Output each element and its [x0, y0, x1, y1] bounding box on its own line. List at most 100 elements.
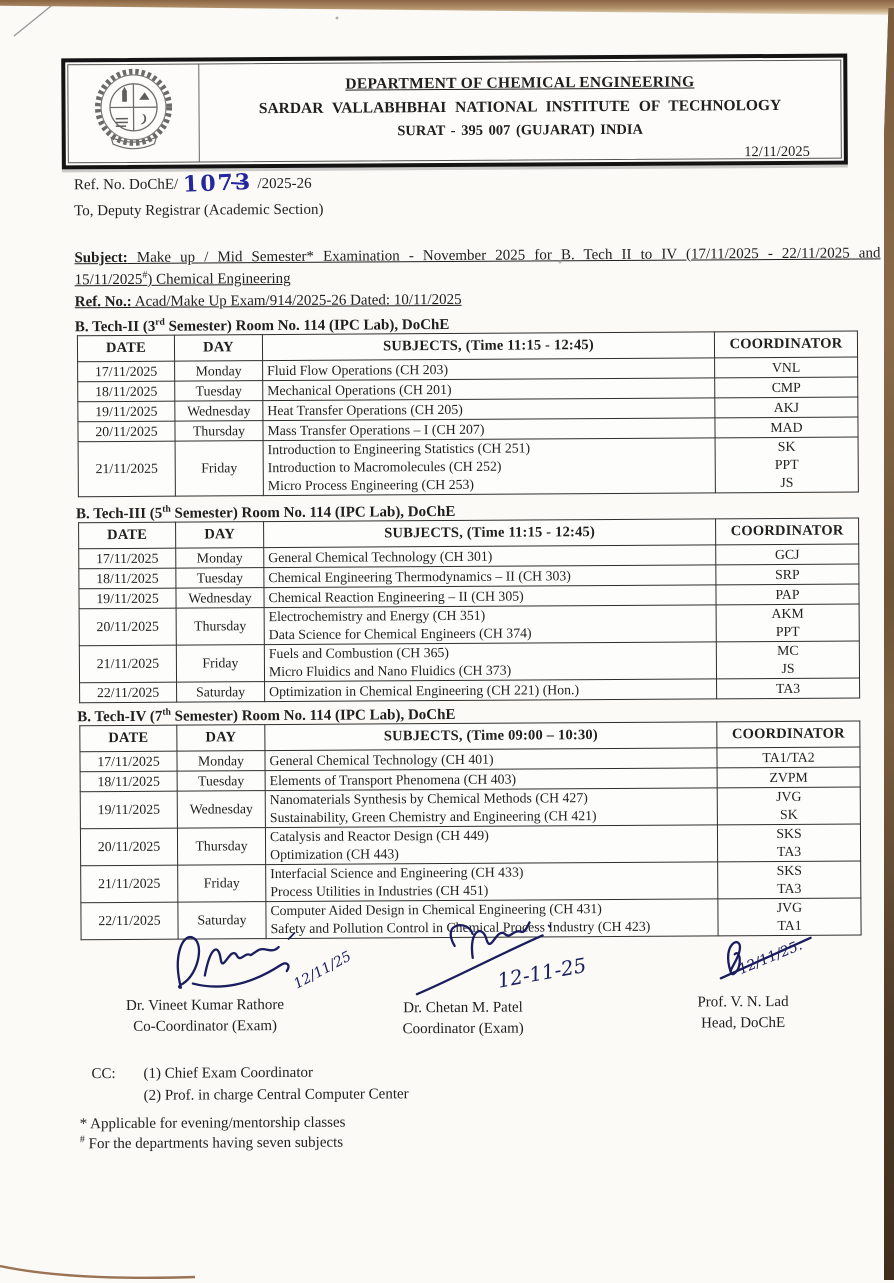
cc-item: (1) Chief Exam Coordinator — [143, 1064, 314, 1082]
column-header: SUBJECTS, (Time 11:15 - 12:45) — [263, 518, 716, 548]
exam-row: 22/11/2025 Saturday Optimization in Chemic… — [79, 677, 860, 703]
asterisk-marker: * — [79, 1116, 88, 1133]
coordinator-initials: ZVPM — [769, 769, 808, 785]
cc-item: (2) Prof. in charge Central Computer Cen… — [143, 1086, 409, 1104]
subject-name: Optimization (CH 443) — [270, 846, 399, 863]
exam-coordinators: AKM PPT — [716, 603, 860, 642]
column-header: COORDINATOR — [715, 517, 859, 545]
footnotes: * Applicable for evening/mentorship clas… — [80, 1113, 346, 1155]
institute-logo-icon — [94, 68, 173, 149]
column-header: DATE — [78, 522, 176, 549]
coordinator-initials: PAP — [775, 586, 800, 602]
column-header: DATE — [79, 725, 177, 752]
subject-name: Chemical Reaction Engineering – II (CH 3… — [268, 588, 524, 605]
coordinator-initials: MAD — [770, 419, 803, 435]
exam-subjects: Fuels and Combustion (CH 365) Micro Fluid… — [264, 641, 717, 682]
title-text: B. Tech-III (5 — [75, 505, 163, 523]
coordinator-initials: SKS — [776, 825, 802, 841]
title-text: Semester) Room No. 114 (IPC Lab), DoChE — [170, 503, 456, 522]
exam-coordinators: TA3 — [716, 677, 860, 699]
subject-name: Mass Transfer Operations – I (CH 207) — [267, 421, 485, 438]
title-ordinal: th — [162, 707, 171, 718]
coordinator-initials: MC — [777, 642, 799, 658]
exam-subjects: Interfacial Science and Engineering (CH … — [265, 861, 718, 902]
exam-subjects: Heat Transfer Operations (CH 205) — [262, 397, 715, 421]
handwritten-date-3: 12/11/25. — [736, 938, 804, 978]
exam-subjects: General Chemical Technology (CH 401) — [264, 747, 718, 771]
subject-name: Chemical Engineering Thermodynamics – II… — [268, 567, 571, 585]
column-header: SUBJECTS, (Time 09:00 – 10:30) — [264, 721, 717, 751]
coordinator-initials: AKM — [771, 605, 804, 622]
coordinator-initials: GCJ — [774, 546, 800, 562]
letterhead: DEPARTMENT OF CHEMICAL ENGINEERING SARDA… — [61, 53, 848, 170]
coordinator-initials: PPT — [775, 623, 800, 639]
exam-day: Monday — [175, 547, 264, 569]
exam-day: Thursday — [177, 827, 266, 866]
coordinator-initials: JS — [781, 660, 795, 676]
handwritten-date-2: 12-11-25 — [495, 953, 588, 993]
exam-day: Thursday — [174, 420, 264, 442]
exam-date: 22/11/2025 — [79, 682, 177, 703]
exam-row: 21/11/2025 Friday Fuels and Combustion (CH… — [79, 640, 860, 683]
column-header: SUBJECTS, (Time 11:15 - 12:45) — [262, 331, 715, 361]
handwritten-date-1: 12/11/25 — [291, 948, 354, 992]
exam-subjects: Optimization in Chemical Engineering (CH… — [264, 678, 717, 702]
coordinator-initials: CMP — [771, 379, 801, 395]
subject-ref-text: Acad/Make Up Exam/914/2025-26 Dated: 10/… — [131, 291, 462, 310]
coordinator-initials: PPT — [774, 456, 799, 472]
exam-date: 20/11/2025 — [79, 608, 177, 646]
exam-day: Monday — [174, 360, 263, 382]
exam-coordinators: PAP — [715, 583, 860, 605]
coordinator-initials: AKJ — [773, 399, 800, 415]
subject-name: Sustainability, Green Chemistry and Engi… — [269, 808, 597, 826]
institute-address: SURAT - 395 007 (GUJARAT) INDIA — [397, 121, 644, 140]
signatory-block-3: Prof. V. N. Lad Head, DoChE — [648, 992, 838, 1035]
footnote-hash: # For the departments having seven subje… — [80, 1133, 346, 1155]
subject-name: Mechanical Operations (CH 201) — [267, 381, 452, 398]
exam-coordinators: GCJ — [715, 543, 859, 565]
subject-name: Micro Fluidics and Nano Fluidics (CH 373… — [268, 662, 512, 680]
exam-row: 20/11/2025 Thursday Catalysis and Reactor … — [80, 823, 861, 866]
footnote-text: Applicable for evening/mentorship classe… — [87, 1114, 346, 1133]
column-header: DAY — [176, 724, 265, 752]
column-header: DAY — [174, 334, 263, 362]
subject-name: Heat Transfer Operations (CH 205) — [267, 401, 463, 418]
subject-name: Micro Process Engineering (CH 253) — [267, 476, 475, 494]
coordinator-initials: TA3 — [777, 880, 802, 896]
subject-extra-date: 15/11/2025 — [74, 271, 143, 289]
signature-head: 12/11/25. — [719, 936, 812, 980]
signature-coordinator: 12-11-25 — [415, 921, 588, 996]
exam-date: 21/11/2025 — [80, 865, 178, 903]
exam-day: Thursday — [176, 607, 265, 646]
footnote-asterisk: * Applicable for evening/mentorship clas… — [80, 1113, 346, 1135]
title-text: Semester) Room No. 114 (IPC Lab), DoChE — [170, 706, 456, 725]
exam-coordinators: SKS TA3 — [717, 860, 861, 899]
coordinator-initials: JVG — [776, 899, 803, 915]
exam-schedule-table-btech3: DATE DAY SUBJECTS, (Time 11:15 - 12:45) COO… — [78, 517, 861, 704]
exam-row: 20/11/2025 Thursday Electrochemistry and E… — [79, 603, 860, 646]
exam-subjects: Catalysis and Reactor Design (CH 449) Opt… — [265, 824, 718, 865]
exam-coordinators: JVG SK — [717, 786, 861, 825]
exam-subjects: Fluid Flow Operations (CH 203) — [262, 357, 715, 381]
coordinator-initials: SK — [779, 806, 798, 822]
cc-items: (1) Chief Exam Coordinator (2) Prof. in … — [143, 1061, 408, 1107]
exam-subjects: Mechanical Operations (CH 201) — [262, 377, 715, 401]
title-text: B. Tech-IV (7 — [77, 708, 163, 726]
subject-ref-label: Ref. No.: — [74, 293, 132, 311]
exam-row: 21/11/2025 Friday Introduction to Engineer… — [78, 436, 859, 497]
subject-name: Fluid Flow Operations (CH 203) — [267, 361, 449, 378]
exam-date: 17/11/2025 — [79, 751, 178, 772]
subject-name: General Chemical Technology (CH 301) — [268, 548, 493, 565]
exam-coordinators: VNL — [714, 356, 858, 378]
exam-subjects: Chemical Engineering Thermodynamics – II… — [263, 564, 716, 588]
signature-cocoordinator: 12/11/25 — [176, 932, 354, 992]
exam-date: 18/11/2025 — [78, 568, 176, 589]
institute-name: SARDAR VALLABHBHAI NATIONAL INSTITUTE OF… — [258, 96, 782, 118]
exam-day: Wednesday — [175, 587, 265, 609]
subject-line-2: 15/11/2025#) Chemical Engineering — [75, 268, 291, 291]
column-header: COORDINATOR — [714, 330, 858, 358]
issue-date: 12/11/2025 — [744, 143, 810, 161]
column-header: DAY — [175, 521, 264, 549]
exam-day: Friday — [177, 864, 266, 903]
exam-coordinators: MC JS — [716, 640, 860, 679]
